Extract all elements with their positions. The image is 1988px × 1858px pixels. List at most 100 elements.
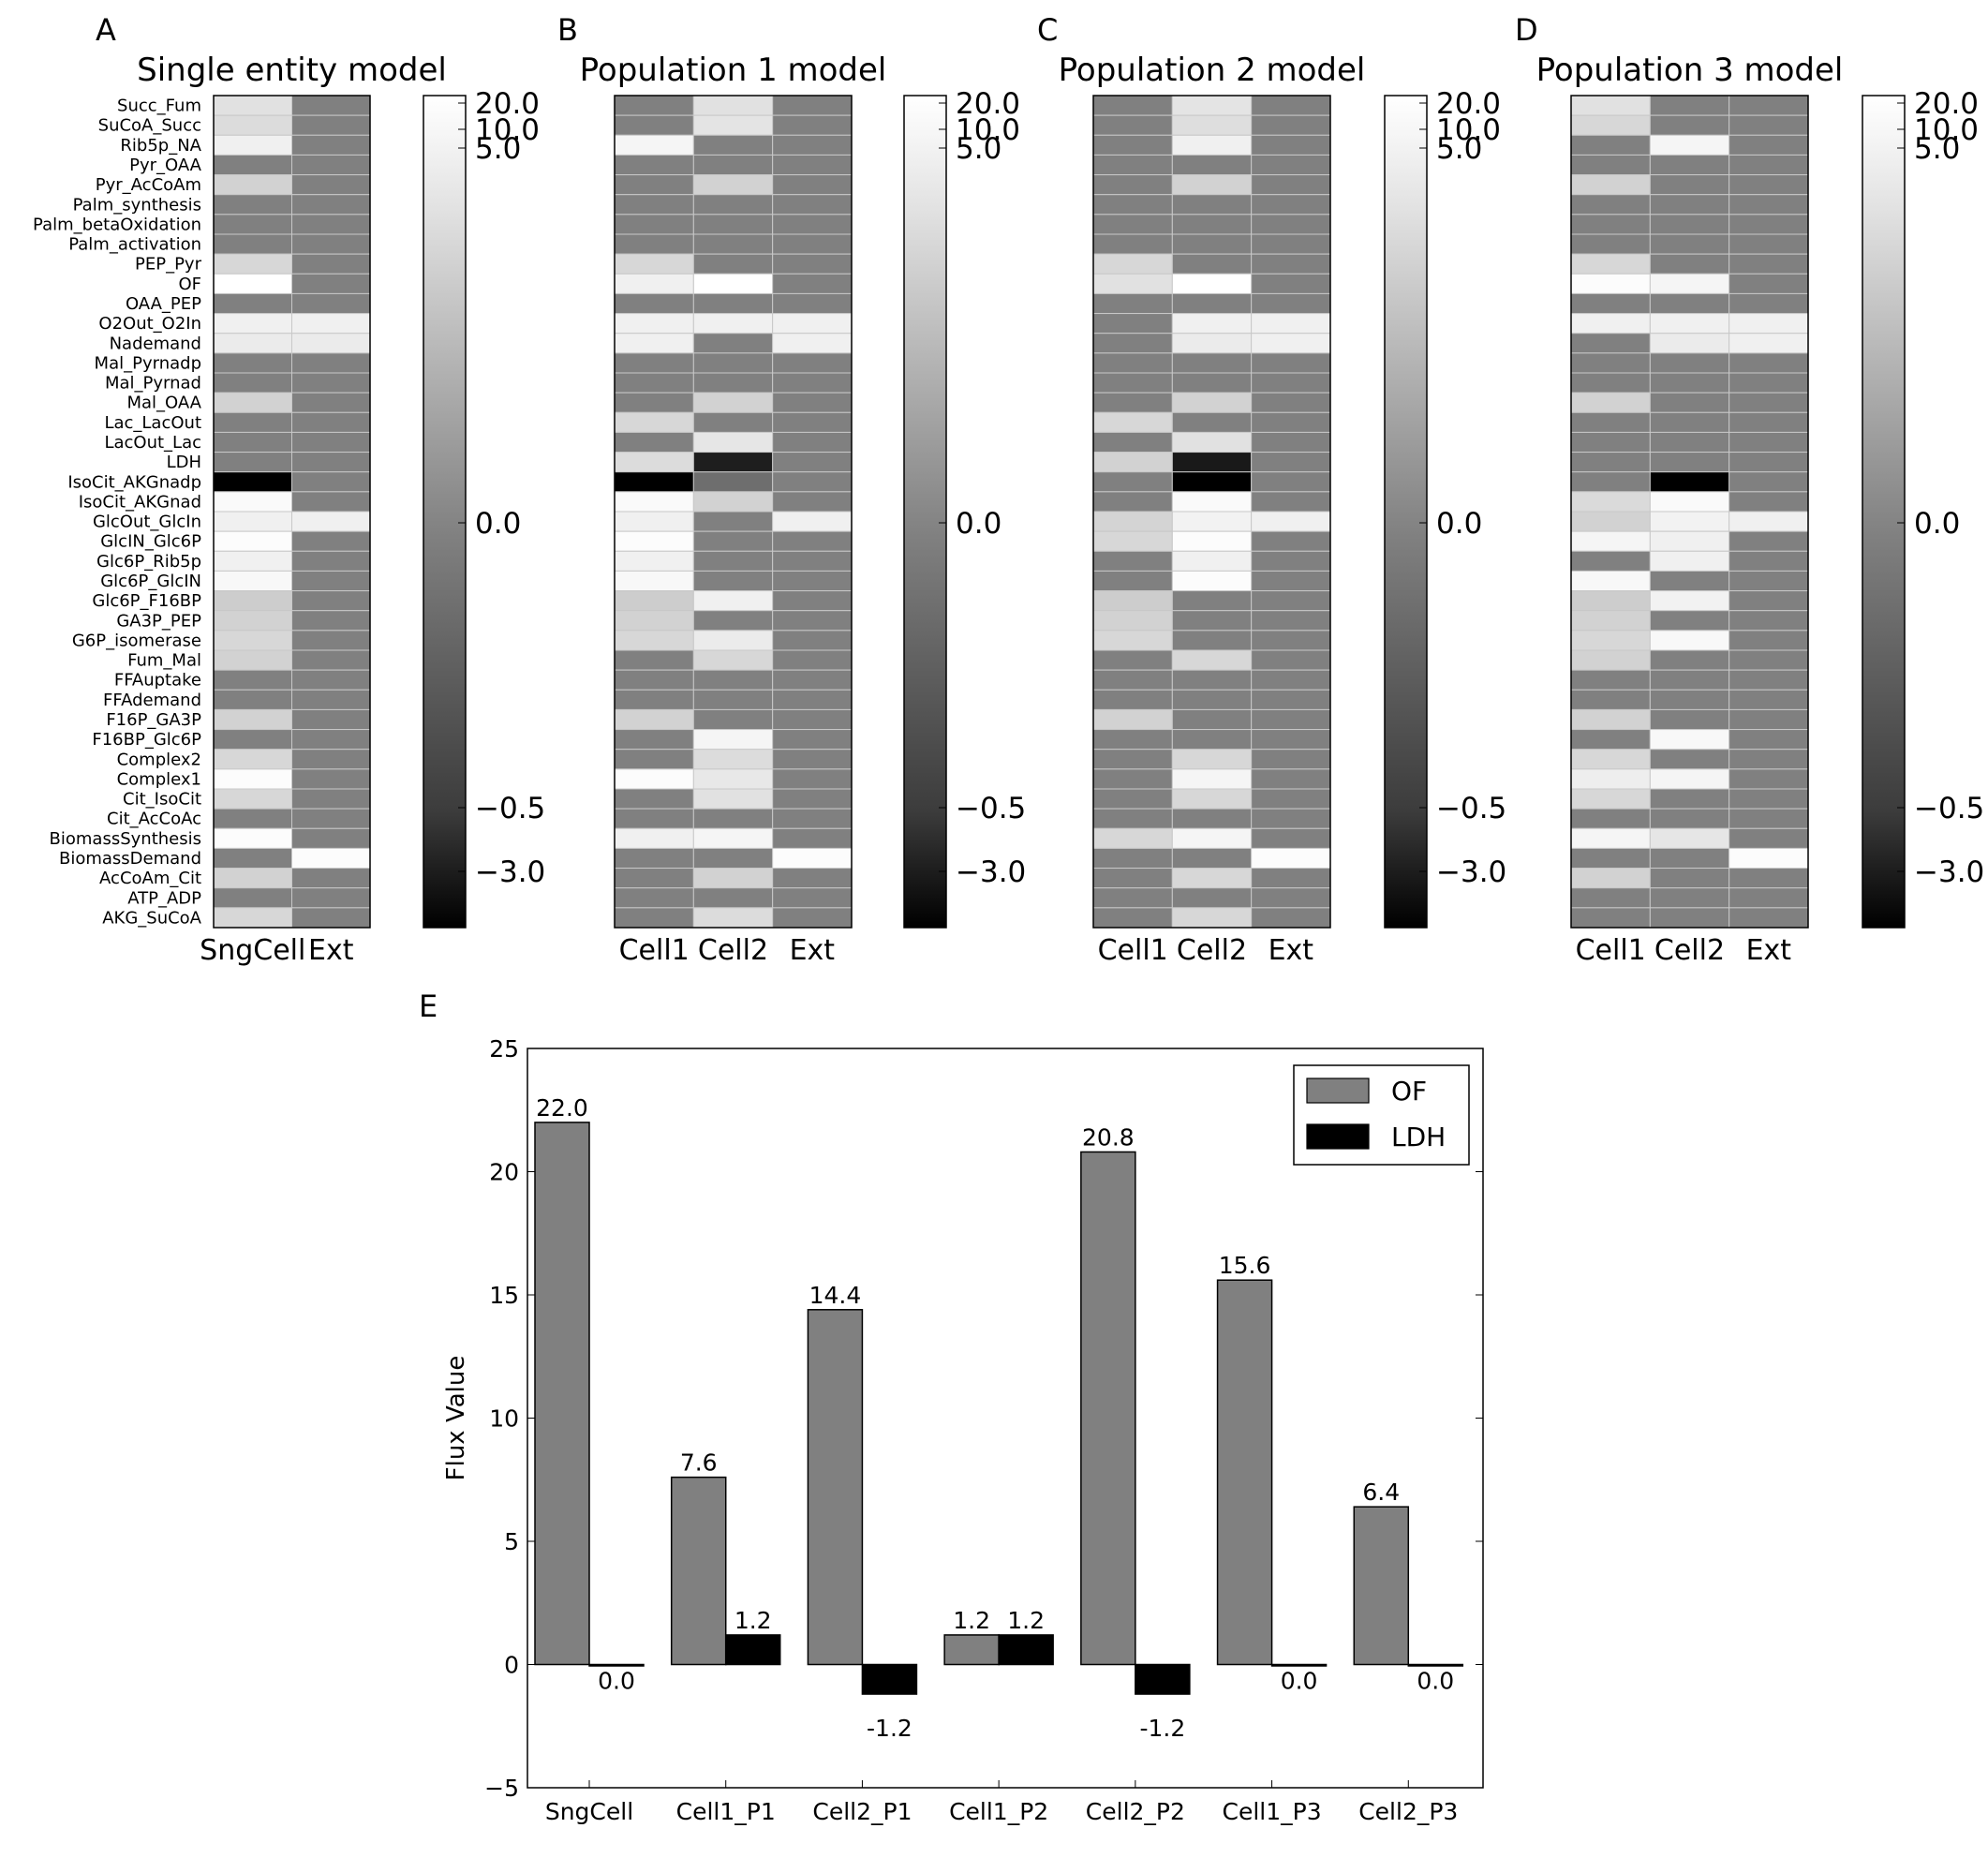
bar-of: [807, 1309, 864, 1666]
heatmap-cell: [1092, 471, 1173, 493]
data-label-of: 20.8: [1082, 1123, 1135, 1151]
row-label: G6P_isomerase: [72, 631, 201, 650]
heatmap-cell: [1649, 868, 1730, 889]
heatmap-cell: [772, 768, 853, 790]
legend-swatch-ldh: [1306, 1123, 1370, 1150]
heatmap-cell: [692, 768, 774, 790]
heatmap-cell: [1728, 570, 1809, 592]
heatmap-cell: [1649, 788, 1730, 810]
heatmap-cell: [614, 887, 694, 909]
heatmap-cell: [692, 868, 774, 889]
heatmap-cell: [692, 352, 774, 374]
heatmap-cell: [1570, 174, 1651, 196]
heatmap-cell: [213, 749, 292, 770]
heatmap-cell: [1171, 372, 1253, 394]
heatmap-cell: [291, 808, 371, 829]
row-label: SuCoA_Succ: [98, 116, 201, 136]
heatmap-cell: [1570, 214, 1651, 235]
heatmap-cell: [213, 708, 292, 731]
heatmap-cell: [1570, 868, 1651, 889]
heatmap-cell: [772, 590, 853, 612]
heatmap-cell: [1251, 352, 1331, 374]
heatmap-cell: [291, 788, 371, 810]
heatmap-cell: [772, 610, 853, 632]
heatmap-cell: [692, 530, 774, 552]
heatmap-cell: [772, 729, 853, 751]
heatmap-cell: [1171, 907, 1253, 929]
heatmap-cell: [291, 570, 371, 592]
heatmap-cell: [1570, 808, 1651, 829]
heatmap-cell: [614, 313, 694, 334]
heatmap-cell: [291, 253, 371, 275]
heatmap-cell: [1171, 689, 1253, 710]
colorbar: [1862, 95, 1906, 929]
heatmap-cell: [1171, 570, 1253, 592]
heatmap-cell: [213, 868, 292, 889]
heatmap-cell: [1251, 452, 1331, 473]
heatmap-cell: [1251, 689, 1331, 710]
heatmap-cell: [772, 530, 853, 552]
heatmap-cell: [291, 729, 371, 751]
heatmap-cell: [213, 194, 292, 216]
heatmap-cell: [614, 550, 694, 572]
heatmap-cell: [1728, 630, 1809, 651]
colorbar-tick-label: 5.0: [1436, 132, 1482, 166]
heatmap-cell: [1570, 95, 1651, 116]
heatmap-cell: [692, 827, 774, 849]
heatmap-cell: [291, 214, 371, 235]
colorbar: [1384, 95, 1428, 929]
heatmap-cell: [1649, 174, 1730, 196]
colorbar-tick-label: 5.0: [956, 132, 1001, 166]
heatmap-cell: [614, 827, 694, 849]
panel-title: Population 3 model: [1536, 52, 1844, 89]
row-label: ATP_ADP: [127, 888, 201, 908]
row-label: Mal_Pyrnad: [105, 374, 201, 394]
heatmap-cell: [1251, 253, 1331, 275]
colorbar-tick-label: −3.0: [475, 855, 545, 889]
heatmap-cell: [1251, 114, 1331, 136]
row-label: GlcIN_Glc6P: [100, 532, 201, 552]
heatmap-cell: [1092, 749, 1173, 770]
heatmap-cell: [1649, 452, 1730, 473]
heatmap-cell: [1649, 669, 1730, 691]
heatmap-cell: [291, 174, 371, 196]
colorbar-tick-label: 20.0: [956, 87, 1020, 121]
heatmap-cell: [1251, 372, 1331, 394]
heatmap-cell: [1649, 273, 1730, 294]
heatmap-cell: [1251, 630, 1331, 651]
heatmap-cell: [1649, 154, 1730, 176]
colorbar: [903, 95, 947, 929]
heatmap-cell: [213, 590, 292, 612]
heatmap-cell: [1251, 511, 1331, 532]
heatmap-cell: [692, 808, 774, 829]
heatmap-cell: [614, 868, 694, 889]
row-label: BiomassDemand: [59, 849, 201, 869]
row-label: FFAdemand: [103, 691, 201, 710]
row-label: Fum_Mal: [127, 651, 201, 671]
heatmap-cell: [291, 491, 371, 513]
heatmap-cell: [1649, 95, 1730, 116]
colorbar-tick-label: −0.5: [1914, 792, 1984, 825]
heatmap-cell: [291, 471, 371, 493]
colorbar-tick-label: 5.0: [475, 132, 521, 166]
heatmap-cell: [614, 292, 694, 315]
y-tick-label: 25: [489, 1035, 519, 1063]
heatmap-cell: [614, 194, 694, 216]
heatmap-cell: [291, 610, 371, 632]
heatmap-cell: [772, 868, 853, 889]
heatmap-cell: [772, 114, 853, 136]
heatmap-cell: [1728, 689, 1809, 710]
heatmap-cell: [213, 214, 292, 235]
heatmap-cell: [1092, 253, 1173, 275]
heatmap-cell: [1171, 788, 1253, 810]
y-tick-label: 20: [489, 1159, 519, 1186]
heatmap-cell: [1092, 827, 1173, 849]
heatmap-cell: [1728, 649, 1809, 671]
heatmap-cell: [692, 233, 774, 255]
heatmap-cell: [692, 511, 774, 532]
heatmap-cell: [213, 669, 292, 691]
heatmap-cell: [213, 530, 292, 552]
x-tick-label: Cell1_P2: [949, 1798, 1048, 1825]
heatmap-cell: [213, 511, 292, 532]
row-label: BiomassSynthesis: [50, 829, 201, 849]
